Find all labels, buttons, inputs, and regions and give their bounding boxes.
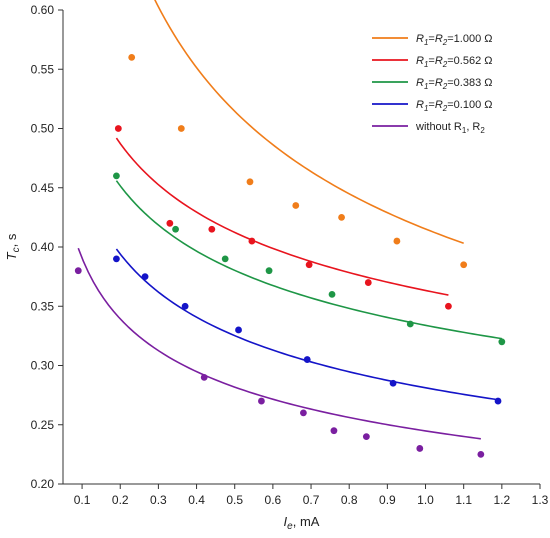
data-point-series-2: [114, 125, 122, 132]
data-point-series-4: [141, 273, 149, 281]
data-point-series-3: [406, 320, 414, 328]
x-tick-label: 1.1: [455, 493, 472, 507]
x-tick-label: 0.7: [303, 493, 320, 507]
plot-area: [74, 0, 506, 458]
x-tick-label: 1.3: [532, 493, 549, 507]
data-point-series-3: [498, 338, 506, 346]
x-tick-label: 1.2: [493, 493, 510, 507]
y-tick-label: 0.55: [31, 62, 55, 76]
data-point-series-3: [172, 225, 179, 233]
x-tick-label: 0.6: [265, 493, 282, 507]
legend-label-series-3: R1=R2=0.383 Ω: [416, 77, 492, 91]
fit-curve-series-4: [115, 248, 499, 401]
data-point-series-2: [208, 225, 216, 233]
data-point-series-5: [74, 267, 82, 275]
data-point-series-5: [477, 450, 485, 458]
data-point-series-1: [292, 202, 300, 209]
data-point-series-4: [113, 255, 120, 263]
data-point-series-3: [113, 172, 120, 180]
data-point-series-4: [303, 356, 311, 363]
legend-label-series-4: R1=R2=0.100 Ω: [416, 99, 492, 113]
y-tick-label: 0.20: [31, 477, 55, 491]
x-axis-title: Ie, mA: [284, 514, 320, 532]
data-point-series-4: [235, 326, 242, 334]
axes: 0.1 0.2 0.3 0.4 0.5 0.6 0.7 0.8 0.9 1.0 1.1 1.2 1.3 0…: [4, 3, 549, 532]
y-axis-title: Tc, s: [4, 233, 22, 260]
data-point-series-3: [328, 291, 336, 298]
data-point-series-4: [389, 379, 397, 387]
y-tick-label: 0.25: [31, 418, 55, 432]
data-point-series-5: [330, 427, 338, 435]
y-tick-label: 0.35: [31, 299, 55, 313]
fit-curve-series-2: [115, 137, 449, 296]
data-point-series-2: [445, 302, 452, 310]
fit-curve-series-5: [77, 247, 481, 440]
y-tick-label: 0.30: [31, 359, 55, 373]
x-tick-label: 0.1: [74, 493, 91, 507]
data-point-series-5: [258, 397, 265, 405]
data-point-series-5: [362, 433, 370, 440]
y-tick-label: 0.60: [31, 3, 55, 17]
x-tick-label: 0.4: [188, 493, 205, 507]
data-point-series-1: [460, 261, 468, 269]
data-point-series-3: [221, 255, 229, 263]
legend-label-series-2: R1=R2=0.562 Ω: [416, 55, 492, 69]
data-point-series-1: [128, 54, 136, 61]
x-tick-label: 0.5: [226, 493, 243, 507]
data-point-series-5: [416, 445, 424, 452]
legend: R1=R2=1.000 Ω R1=R2=0.562 Ω R1=R2=0.383 Ω R…: [372, 33, 492, 135]
legend-label-series-1: R1=R2=1.000 Ω: [416, 33, 492, 47]
data-point-series-2: [248, 237, 256, 245]
x-tick-label: 0.3: [150, 493, 167, 507]
data-point-series-2: [305, 261, 313, 269]
data-point-series-1: [338, 213, 345, 221]
data-point-series-2: [166, 219, 174, 227]
y-tick-label: 0.45: [31, 181, 55, 195]
data-point-series-4: [181, 302, 189, 310]
fit-curve-series-1: [154, 0, 464, 245]
data-point-series-5: [300, 409, 307, 417]
fit-curve-series-3: [115, 180, 502, 340]
data-point-series-5: [200, 373, 208, 381]
data-point-series-1: [246, 178, 254, 186]
y-tick-label: 0.50: [31, 122, 55, 136]
data-point-series-2: [364, 279, 372, 286]
data-point-series-1: [177, 125, 185, 132]
x-tick-label: 1.0: [417, 493, 434, 507]
data-point-series-1: [393, 237, 401, 245]
data-point-series-3: [265, 267, 273, 275]
legend-label-series-5: without R1, R2: [415, 121, 485, 135]
data-point-series-4: [494, 397, 502, 405]
x-tick-label: 0.8: [341, 493, 358, 507]
y-tick-label: 0.40: [31, 240, 55, 254]
x-tick-label: 0.2: [112, 493, 129, 507]
x-tick-label: 0.9: [379, 493, 396, 507]
